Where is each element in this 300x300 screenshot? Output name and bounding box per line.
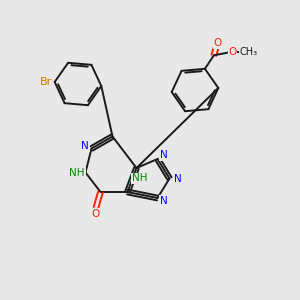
Text: N: N bbox=[160, 150, 168, 161]
Text: NH: NH bbox=[69, 167, 85, 178]
Text: Br: Br bbox=[40, 77, 52, 87]
Text: O: O bbox=[228, 47, 237, 57]
Text: NH: NH bbox=[132, 173, 147, 184]
Text: N: N bbox=[160, 196, 168, 206]
Text: N: N bbox=[174, 173, 182, 184]
Text: O: O bbox=[92, 209, 100, 219]
Text: N: N bbox=[81, 141, 89, 151]
Text: O: O bbox=[213, 38, 222, 48]
Text: CH₃: CH₃ bbox=[240, 47, 258, 57]
